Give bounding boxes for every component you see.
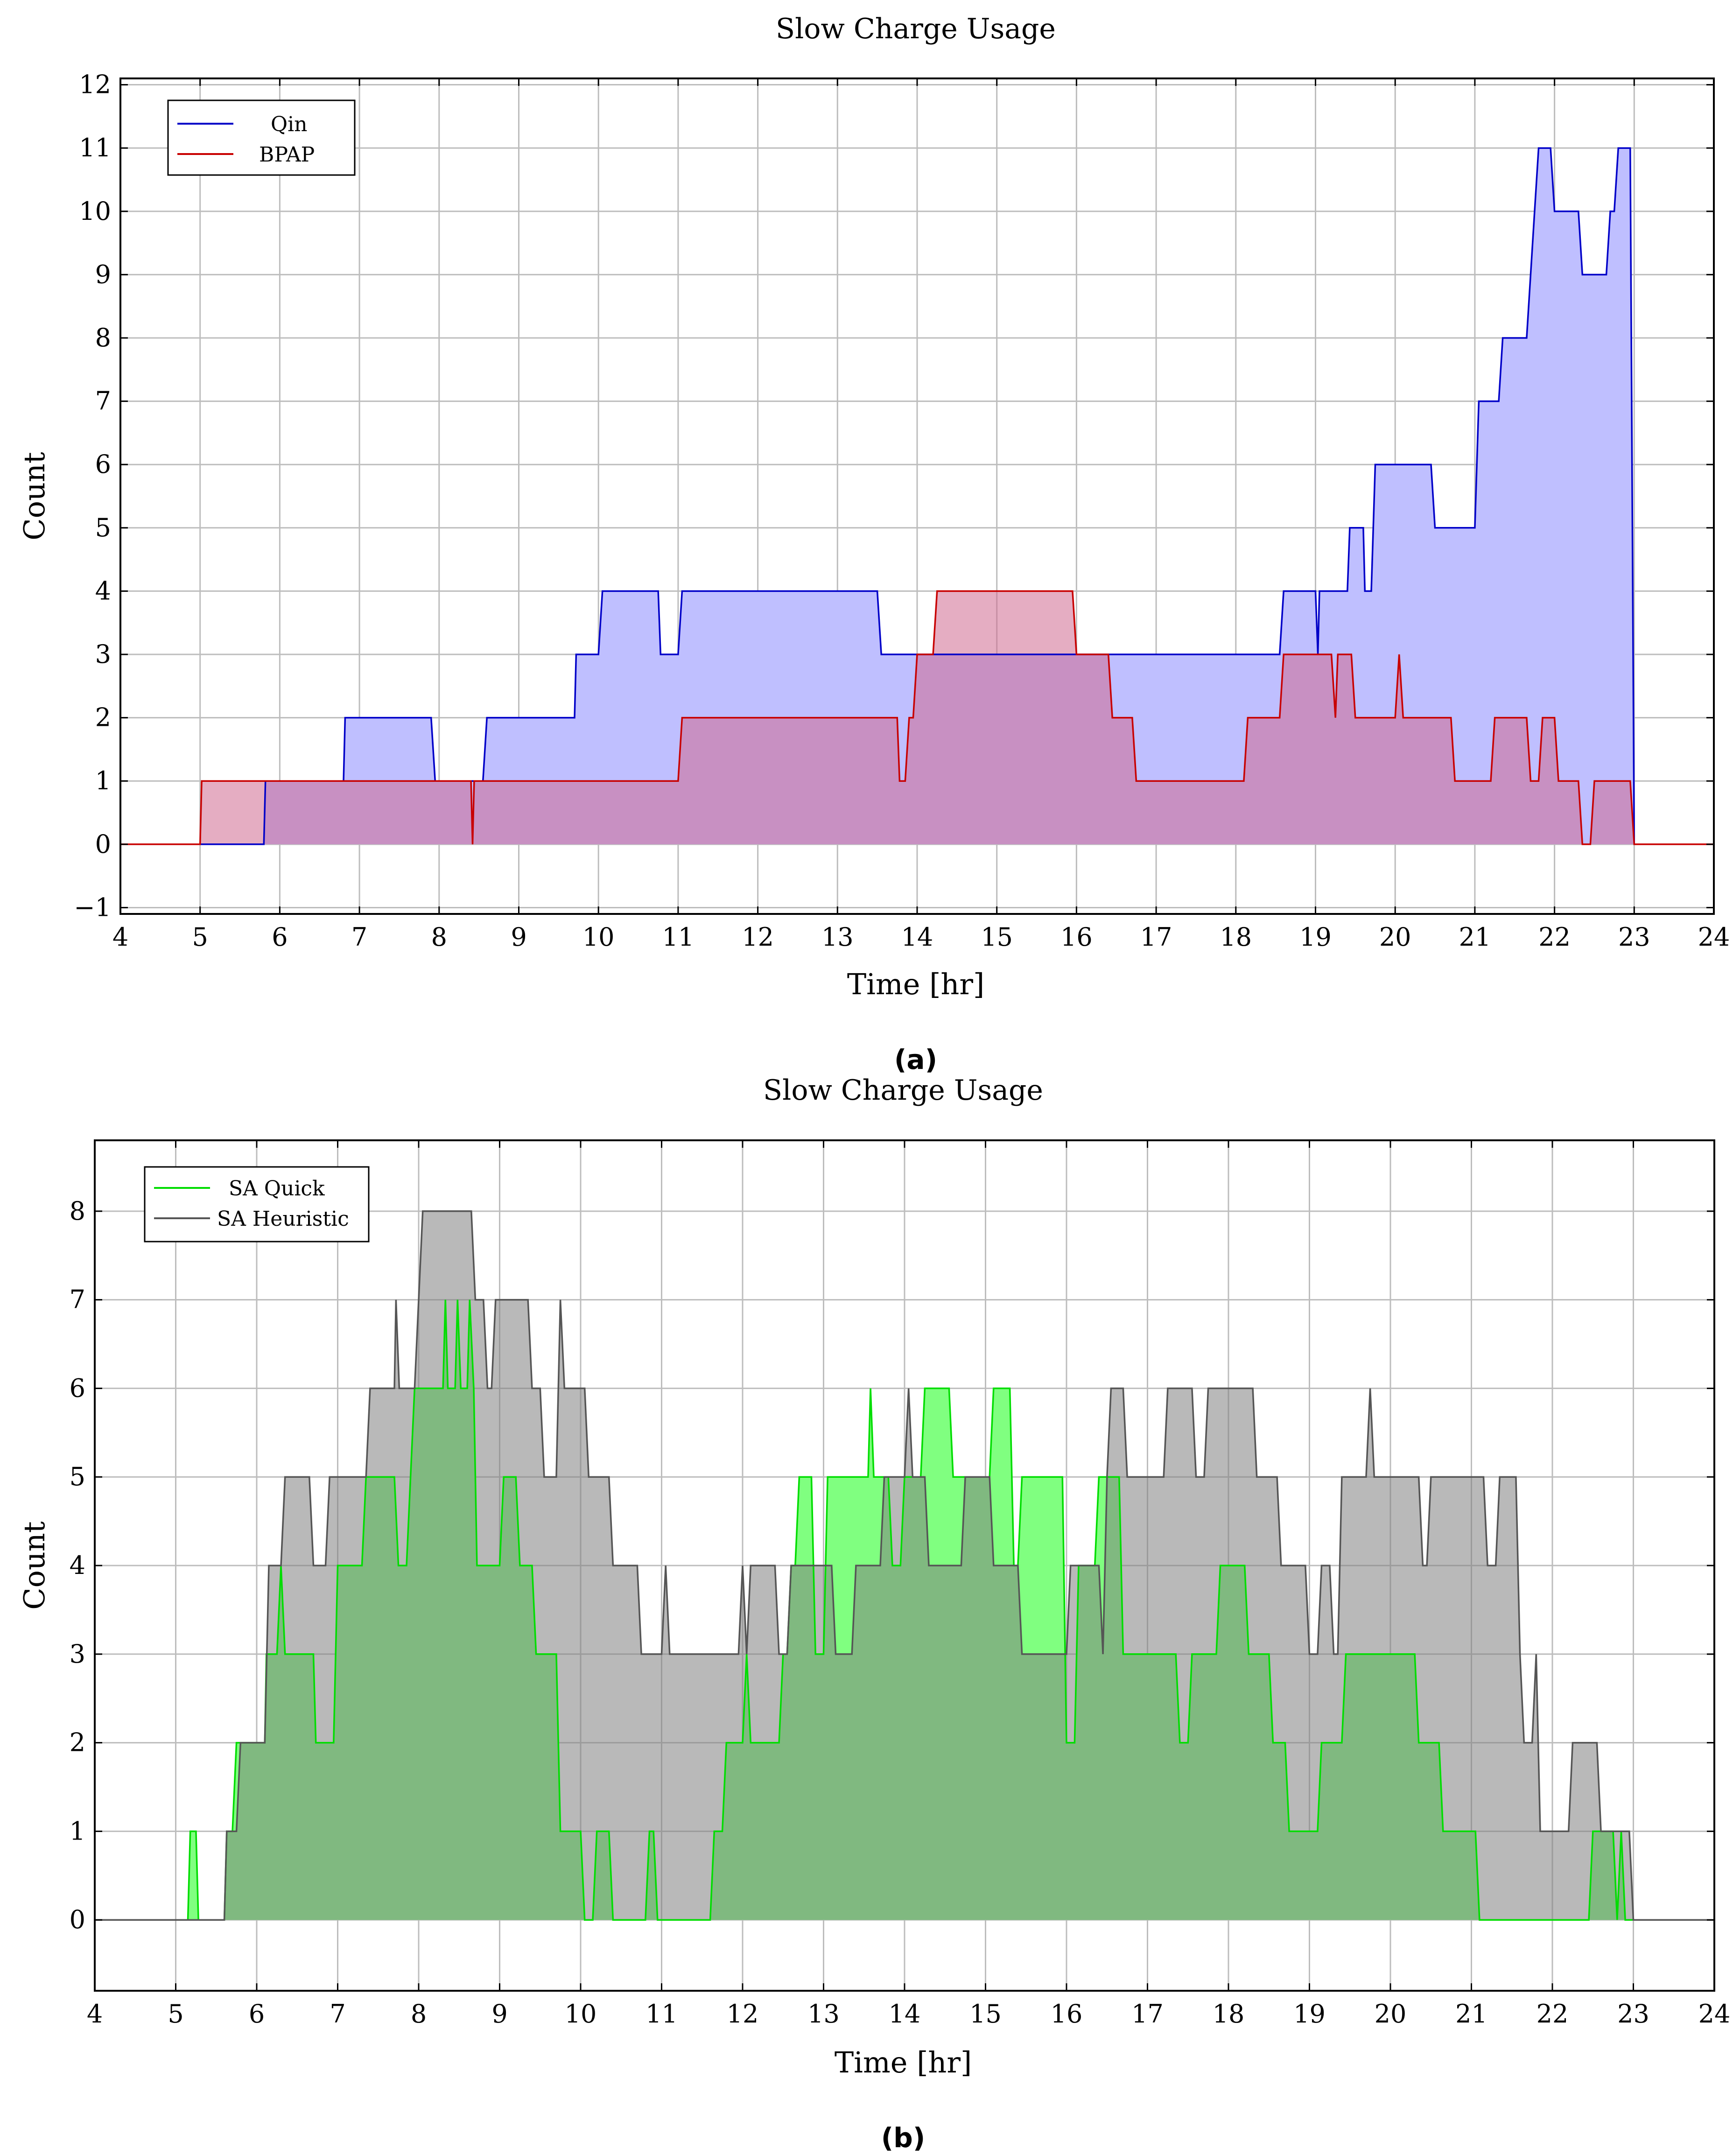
series-area-sa-heuristic [95,1211,1714,1920]
y-tick-label: 5 [70,1462,85,1491]
chart-a-series [120,147,1714,845]
x-tick-label: 14 [901,922,933,952]
x-tick-label: 9 [511,922,526,952]
chart-a-x-axis-label: Time [hr] [847,967,984,1001]
y-tick-label: 11 [79,133,111,162]
y-tick-label: 10 [79,197,111,226]
chart-b-y-axis-label: Count [17,1521,51,1610]
x-tick-label: 5 [192,922,208,952]
chart-b-legend-box [144,1166,370,1243]
x-tick-label: 13 [807,1999,840,2029]
x-tick-label: 17 [1131,1999,1164,2029]
x-tick-label: 7 [351,922,367,952]
x-tick-label: 22 [1537,1999,1569,2029]
x-tick-label: 11 [662,922,695,952]
series-line-qin [120,147,1714,845]
legend-label-qin: Qin [271,112,307,136]
y-tick-label: 8 [95,323,111,352]
chart-b-x-ticks: 4 5 6 7 8 9 10 11 12 13 14 15 16 17 18 19 20 21 22 23 24 [87,1140,1731,2029]
x-tick-label: 15 [969,1999,1002,2029]
x-tick-label: 7 [330,1999,345,2029]
x-tick-label: 21 [1459,922,1491,952]
chart-b-x-axis-label: Time [hr] [835,2045,972,2079]
x-tick-label: 6 [272,922,288,952]
x-tick-label: 10 [565,1999,597,2029]
x-tick-label: 22 [1538,922,1571,952]
x-tick-label: 23 [1617,1999,1649,2029]
y-tick-label: 5 [95,513,111,542]
x-tick-label: 24 [1698,1999,1731,2029]
x-tick-label: 10 [582,922,615,952]
x-tick-label: 14 [889,1999,921,2029]
y-tick-label: 9 [95,260,111,289]
x-tick-label: 20 [1375,1999,1407,2029]
x-tick-label: 11 [645,1999,678,2029]
chart-b-caption: (b) [881,2122,926,2154]
chart-b-y-ticks: 0 1 2 3 4 5 6 7 8 [70,1196,1714,1934]
x-tick-label: 8 [411,1999,427,2029]
x-tick-label: 6 [249,1999,265,2029]
y-tick-label: 0 [70,1905,85,1934]
legend-label-sa-heuristic: SA Heuristic [217,1207,349,1231]
x-tick-label: 13 [821,922,854,952]
x-tick-label: 18 [1213,1999,1245,2029]
chart-a-legend-box [167,99,356,176]
chart-b-series [95,1210,1714,1921]
y-tick-label: 2 [95,703,111,732]
y-tick-label: 8 [70,1196,85,1226]
chart-b-legend: SA Quick SA Heuristic [144,1166,370,1243]
y-tick-label: 3 [95,639,111,669]
y-tick-label: 7 [95,386,111,416]
x-tick-label: 12 [742,922,774,952]
x-tick-label: 17 [1140,922,1172,952]
x-tick-label: 16 [1060,922,1093,952]
chart-a-x-ticks: 4 5 6 7 8 9 10 11 12 13 14 15 16 17 18 19 20 21 22 23 24 [112,78,1730,952]
y-tick-label: 4 [95,576,111,605]
y-tick-label: 3 [70,1639,85,1669]
series-line-bpap [120,590,1714,845]
y-tick-label: 2 [70,1728,85,1757]
chart-a: Slow Charge Usage 4 5 6 7 8 9 10 11 12 13 14 15 16 17… [17,13,1730,1075]
x-tick-label: 4 [87,1999,103,2029]
y-tick-label: 7 [70,1285,85,1314]
y-tick-label: 6 [95,449,111,479]
y-tick-label: −1 [74,892,111,922]
x-tick-label: 5 [168,1999,183,2029]
series-line-sa-heuristic [95,1210,1714,1921]
x-tick-label: 19 [1293,1999,1326,2029]
legend-label-sa-quick: SA Quick [229,1177,325,1201]
legend-label-bpap: BPAP [259,143,315,167]
x-tick-label: 16 [1051,1999,1083,2029]
chart-a-caption: (a) [894,1044,937,1075]
x-tick-label: 24 [1698,922,1730,952]
chart-a-y-axis-label: Count [17,452,51,541]
x-tick-label: 15 [981,922,1013,952]
chart-b-title: Slow Charge Usage [763,1074,1043,1107]
y-tick-label: 0 [95,829,111,859]
x-tick-label: 12 [727,1999,759,2029]
x-tick-label: 23 [1618,922,1650,952]
x-tick-label: 18 [1220,922,1252,952]
x-tick-label: 4 [112,922,128,952]
chart-b: Slow Charge Usage 4 5 6 7 8 9 10 11 12 13 14 15 16 17… [17,1074,1730,2154]
y-tick-label: 4 [70,1551,85,1580]
x-tick-label: 9 [491,1999,507,2029]
y-tick-label: 1 [70,1816,85,1846]
x-tick-label: 21 [1455,1999,1487,2029]
x-tick-label: 8 [431,922,447,952]
x-tick-label: 19 [1299,922,1332,952]
y-tick-label: 6 [70,1373,85,1403]
y-tick-label: 1 [95,766,111,795]
chart-a-title: Slow Charge Usage [776,13,1056,45]
y-tick-label: 12 [79,70,111,99]
x-tick-label: 20 [1379,922,1411,952]
chart-a-legend: Qin BPAP [167,99,356,176]
